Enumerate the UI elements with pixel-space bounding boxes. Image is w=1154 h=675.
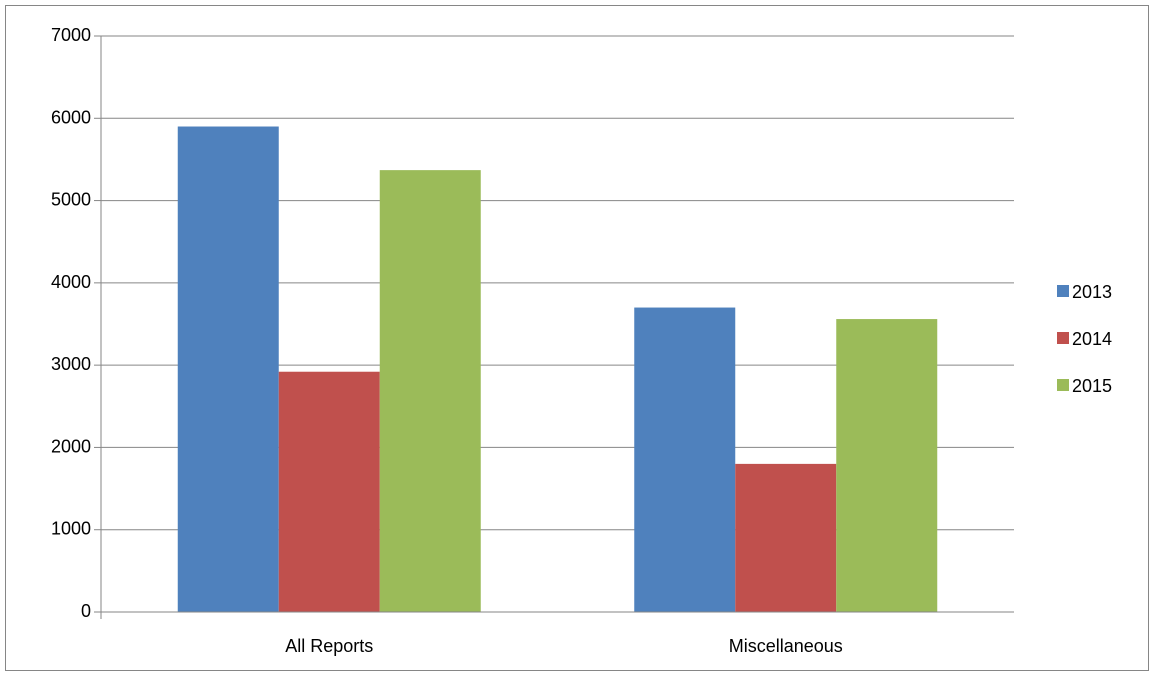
legend-swatch-2015 — [1057, 379, 1069, 391]
axes: 0 1000 2000 3000 4000 5000 6000 7000 All Reports… — [51, 25, 1014, 656]
bar-2015-all-reports — [379, 170, 481, 612]
y-tick-label: 6000 — [51, 107, 91, 127]
y-tick-label: 0 — [81, 601, 91, 621]
bars — [177, 126, 938, 612]
bar-2013-miscellaneous — [634, 307, 736, 612]
legend-label-2014: 2014 — [1072, 329, 1112, 349]
legend-label-2013: 2013 — [1072, 282, 1112, 302]
y-tick-label: 4000 — [51, 272, 91, 292]
legend-swatch-2014 — [1057, 332, 1069, 344]
bar-2014-miscellaneous — [735, 463, 837, 612]
y-tick-label: 5000 — [51, 190, 91, 210]
legend: 2013 2014 2015 — [1057, 282, 1112, 396]
legend-swatch-2013 — [1057, 285, 1069, 297]
x-category-label: All Reports — [285, 636, 373, 656]
legend-label-2015: 2015 — [1072, 376, 1112, 396]
bar-2013-all-reports — [177, 126, 279, 612]
bar-2015-miscellaneous — [836, 319, 938, 612]
y-tick-label: 3000 — [51, 354, 91, 374]
x-category-label: Miscellaneous — [729, 636, 843, 656]
bar-2014-all-reports — [278, 371, 380, 612]
y-tick-label: 2000 — [51, 436, 91, 456]
y-tick-label: 1000 — [51, 519, 91, 539]
y-tick-label: 7000 — [51, 25, 91, 45]
